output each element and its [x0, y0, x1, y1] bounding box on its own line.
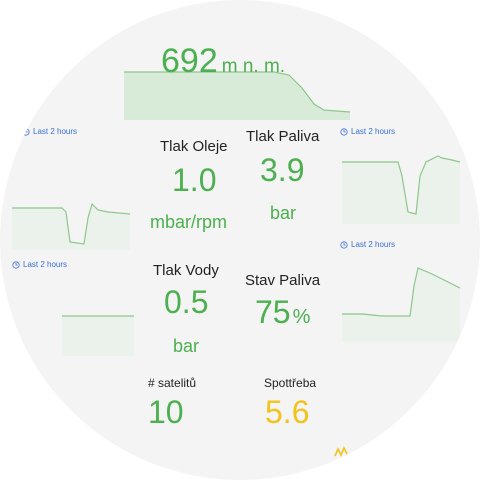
time-range-hint[interactable]: Last 2 hours: [340, 240, 395, 249]
water-pressure-value: 0.5: [164, 284, 209, 320]
oil-pressure-value: 1.0: [172, 162, 217, 198]
clock-icon: [22, 127, 30, 136]
satellites-label: # satelitů: [148, 376, 197, 390]
oil-pressure-unit: mbar/rpm: [150, 212, 228, 232]
fuel-level-sparkline: [342, 267, 461, 342]
time-range-hint[interactable]: Last 2 hours: [340, 127, 395, 136]
consumption-value: 5.6: [265, 394, 310, 430]
consumption-sparkline: [334, 446, 348, 457]
oil-pressure-label: Tlak Oleje: [160, 138, 228, 155]
clock-icon: [340, 240, 348, 249]
time-range-hint[interactable]: Last 2 hours: [22, 127, 77, 136]
oil-pressure-sparkline: [12, 202, 131, 250]
altitude-sparkline: [124, 71, 350, 120]
fuel-level-label: Stav Paliva: [245, 272, 321, 289]
consumption-label: Spottřeba: [264, 376, 317, 390]
clock-icon: [12, 260, 20, 269]
altitude-unit: m n. m.: [221, 56, 286, 77]
water-pressure-sparkline: [62, 315, 134, 356]
satellites-value: 10: [148, 394, 184, 430]
altitude-value: 692 m n. m.: [161, 42, 286, 80]
time-range-hint[interactable]: Last 2 hours: [12, 260, 67, 269]
fuel-pressure-sparkline: [342, 155, 461, 224]
fuel-level-value: 75%: [255, 294, 311, 330]
water-pressure-unit: bar: [173, 336, 200, 356]
fuel-level-unit: %: [292, 306, 311, 328]
fuel-pressure-label: Tlak Paliva: [246, 128, 320, 145]
clock-icon: [340, 127, 348, 136]
fuel-pressure-value: 3.9: [260, 152, 305, 188]
fuel-pressure-unit: bar: [270, 203, 297, 223]
water-pressure-label: Tlak Vody: [153, 262, 219, 279]
